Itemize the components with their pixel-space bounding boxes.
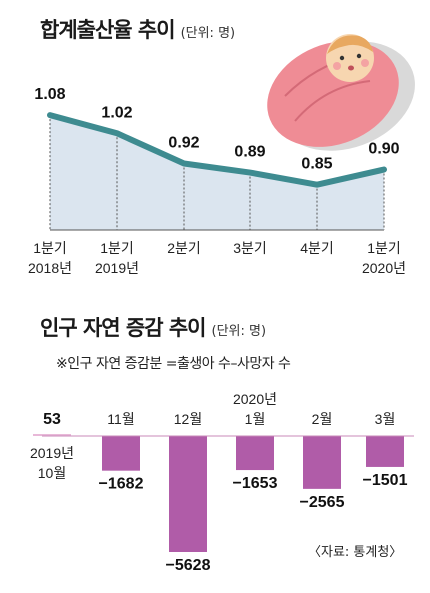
baby-cheek-left xyxy=(333,62,341,70)
data-label: −1682 xyxy=(99,476,144,493)
x-tick-label: 3월 xyxy=(375,411,396,427)
chart1-title-text: 합계출산율 추이 xyxy=(40,18,176,42)
series-line xyxy=(47,112,387,188)
data-label: 0.90 xyxy=(368,141,399,158)
data-label: 1.08 xyxy=(34,86,65,103)
chart2-unit: (단위: 명) xyxy=(211,324,267,339)
bar xyxy=(366,436,404,467)
baby-mouth xyxy=(348,65,354,71)
baby-cheek-right xyxy=(361,59,369,67)
x-tick-label: 4분기 xyxy=(300,240,334,256)
data-label: 0.85 xyxy=(301,156,332,173)
bar xyxy=(33,434,71,436)
data-label: −1501 xyxy=(363,472,408,489)
x-tick-label: 2020년 xyxy=(362,260,406,276)
baby-eye-right xyxy=(356,53,362,59)
x-tick-label: 2020년 xyxy=(233,391,277,407)
data-label: −2565 xyxy=(300,494,345,511)
data-label: 1.02 xyxy=(101,104,132,121)
chart2-title: 인구 자연 증감 추이 (단위: 명) xyxy=(40,312,266,342)
blanket-fold-1 xyxy=(294,80,371,122)
fertility-rate-chart: 1.08 1.02 0.92 0.89 0.85 0.90 1분기 2018년 1분기 2019년… xyxy=(28,86,406,276)
data-label: −5628 xyxy=(166,557,211,574)
bar xyxy=(102,436,140,471)
bar xyxy=(236,436,274,471)
chart1-title: 합계출산율 추이 (단위: 명) xyxy=(40,14,235,44)
x-tick-label: 11월 xyxy=(107,411,134,427)
data-label: 0.92 xyxy=(168,135,199,152)
data-label: −1653 xyxy=(233,475,278,492)
baby-hair xyxy=(327,35,373,54)
data-label: 0.89 xyxy=(234,144,265,161)
baby-eye-left xyxy=(339,55,345,61)
bar xyxy=(169,436,207,552)
x-tick-label: 1월 xyxy=(245,411,266,427)
area-fill xyxy=(50,115,384,230)
chart1-unit: (단위: 명) xyxy=(180,26,236,41)
x-tick-label: 1분기 xyxy=(100,240,134,256)
x-tick-label: 3분기 xyxy=(233,240,267,256)
x-tick-label: 2018년 xyxy=(28,260,72,276)
x-tick-label: 10월 xyxy=(38,465,66,481)
chart2-note: ※인구 자연 증감분 =출생아 수–사망자 수 xyxy=(56,356,291,372)
x-tick-label: 12월 xyxy=(174,411,202,427)
source-label: 〈자료: 통계청〉 xyxy=(308,545,403,560)
x-tick-label: 2019년 xyxy=(95,260,139,276)
chart2-title-text: 인구 자연 증감 추이 xyxy=(40,316,206,340)
bar xyxy=(303,436,341,489)
x-tick-label: 2월 xyxy=(312,411,333,427)
x-tick-label: 1분기 xyxy=(33,240,67,256)
baby-illustration xyxy=(267,34,415,151)
x-tick-label: 2019년 xyxy=(30,445,74,461)
data-label: 53 xyxy=(43,411,61,428)
x-tick-label: 1분기 xyxy=(367,240,401,256)
x-tick-label: 2분기 xyxy=(167,240,201,256)
